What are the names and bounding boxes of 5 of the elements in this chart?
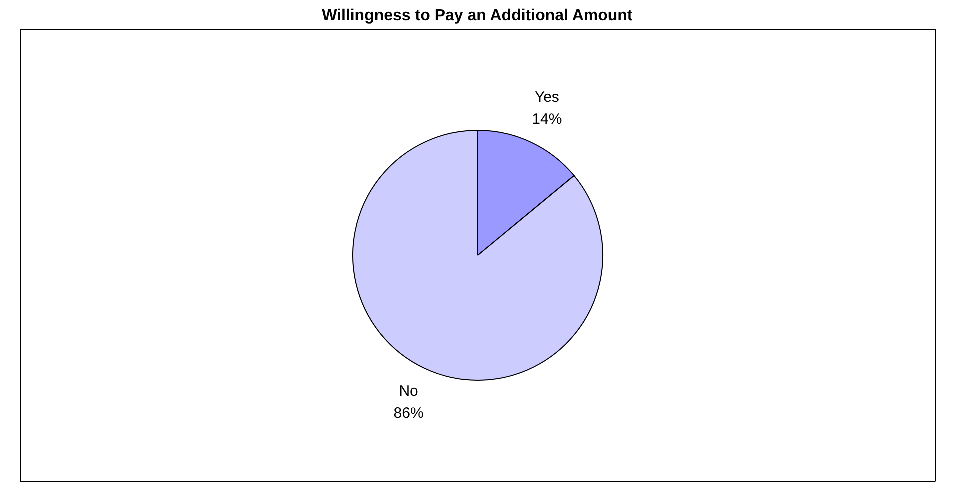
data-label: 86% <box>394 405 424 422</box>
chart-title: Willingness to Pay an Additional Amount <box>322 8 634 24</box>
slice-label: Yes <box>534 88 560 106</box>
slice-label: No <box>399 382 418 400</box>
data-label: 14% <box>532 111 562 128</box>
